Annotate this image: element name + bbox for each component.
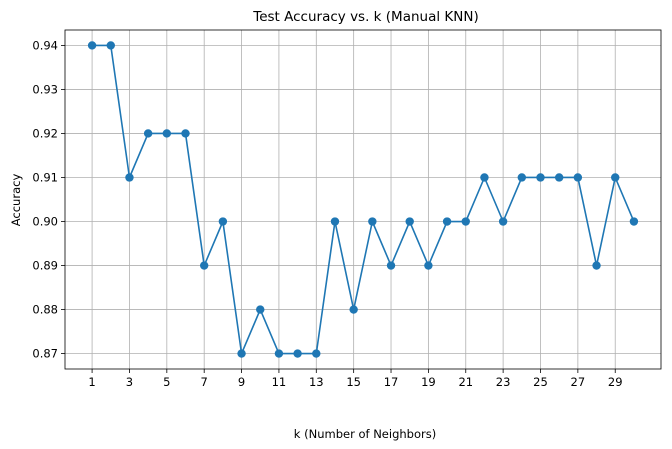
data-point: [554, 173, 564, 182]
x-axis-label: k (Number of Neighbors): [294, 427, 436, 441]
x-tick-label: 25: [533, 375, 548, 389]
data-point: [237, 349, 246, 358]
y-tick-label: 0.90: [32, 215, 58, 229]
y-tick-label: 0.94: [32, 38, 58, 52]
x-tick-label: 17: [384, 375, 399, 389]
x-tick-label: 5: [163, 375, 170, 389]
data-point: [162, 129, 172, 138]
accuracy-line: [92, 44, 635, 357]
data-point: [106, 41, 115, 50]
data-point: [349, 305, 358, 314]
y-tick-label: 0.88: [32, 303, 58, 317]
data-point: [461, 217, 470, 226]
data-point: [480, 173, 489, 182]
x-tick-label: 21: [458, 375, 473, 389]
x-tick-label: 9: [238, 375, 245, 389]
data-point: [312, 349, 321, 358]
data-point: [181, 129, 190, 138]
data-point: [629, 217, 639, 226]
y-tick-label: 0.87: [32, 347, 58, 361]
data-point: [256, 305, 265, 314]
y-tick-label: 0.92: [32, 126, 58, 140]
data-point: [368, 217, 377, 226]
data-point: [536, 173, 545, 182]
data-point: [442, 217, 452, 226]
data-point: [143, 129, 153, 138]
y-axis-label: Accuracy: [9, 174, 23, 227]
data-point: [125, 173, 134, 182]
series: [87, 41, 639, 358]
y-tick-label: 0.93: [32, 82, 58, 96]
x-tick-label: 19: [421, 375, 436, 389]
plot-frame: [64, 29, 662, 370]
data-point: [330, 217, 340, 226]
x-tick-label: 15: [346, 375, 361, 389]
x-tick-label: 13: [309, 375, 324, 389]
data-point: [573, 173, 583, 182]
x-tick-label: 3: [126, 375, 133, 389]
data-point: [87, 41, 97, 50]
data-point: [424, 261, 433, 270]
x-tick-label: 7: [201, 375, 208, 389]
y-tick-label: 0.89: [32, 259, 58, 273]
chart-title: Test Accuracy vs. k (Manual KNN): [252, 9, 478, 25]
x-tick-label: 11: [272, 375, 287, 389]
x-axis: 1 3 5 7 9 11 13 15 17 19 21 23 25 27 29: [88, 369, 623, 389]
x-tick-label: 1: [88, 375, 95, 389]
data-point: [274, 349, 284, 358]
data-point: [592, 261, 601, 270]
y-axis: 0.87 0.88 0.89 0.90 0.91 0.92 0.93 0.94: [32, 38, 65, 361]
data-point: [498, 217, 508, 226]
data-point: [386, 261, 396, 270]
x-tick-label: 27: [571, 375, 586, 389]
y-tick-label: 0.91: [32, 170, 58, 184]
data-point: [517, 173, 527, 182]
x-tick-label: 29: [608, 375, 623, 389]
data-point: [611, 173, 620, 182]
data-point: [405, 217, 414, 226]
grid: [65, 30, 661, 369]
data-point: [199, 261, 209, 270]
data-point: [293, 349, 302, 358]
data-point: [218, 217, 228, 226]
x-tick-label: 23: [496, 375, 511, 389]
